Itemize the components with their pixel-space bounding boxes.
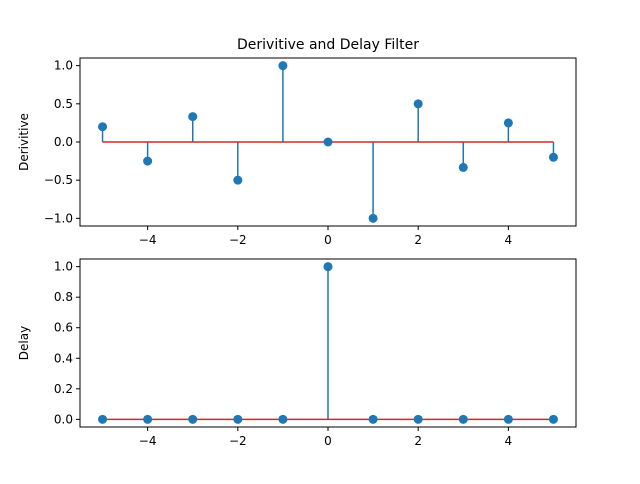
- delay-y-tick-label-5: 1.0: [54, 260, 73, 274]
- delay-marker-7: [413, 414, 423, 424]
- delay-marker-5: [323, 262, 333, 272]
- delay-marker-4: [278, 414, 288, 424]
- delay-y-tick-label-2: 0.4: [54, 351, 73, 365]
- derivative-marker-2: [188, 112, 198, 122]
- derivative-y-tick-label-3: 0.5: [54, 97, 73, 111]
- derivative-marker-6: [368, 213, 378, 223]
- derivative-marker-3: [233, 175, 243, 185]
- delay-y-tick-label-0: 0.0: [54, 412, 73, 426]
- derivative-marker-5: [323, 137, 333, 147]
- delay-marker-3: [233, 414, 243, 424]
- derivative-x-tick-label-3: 2: [414, 233, 422, 247]
- derivative-x-tick-label-2: 0: [324, 233, 332, 247]
- delay-marker-1: [143, 414, 153, 424]
- derivative-marker-1: [143, 156, 153, 166]
- delay-marker-6: [368, 414, 378, 424]
- delay-subplot: −4 −2 0 2 4 0.0 0.2 0.4 0.6 0.8 1.0 Delay: [17, 258, 577, 448]
- derivative-x-tick-label-0: −4: [139, 233, 157, 247]
- derivative-marker-4: [278, 61, 288, 71]
- derivative-marker-10: [548, 152, 558, 162]
- chart-title: Derivitive and Delay Filter: [237, 37, 419, 53]
- derivative-marker-0: [98, 122, 108, 132]
- delay-y-tick-label-3: 0.6: [54, 321, 73, 335]
- delay-marker-2: [188, 414, 198, 424]
- delay-x-tick-label-0: −4: [139, 434, 157, 448]
- derivative-x-tick-label-4: 4: [505, 233, 513, 247]
- derivative-y-axis-label: Derivitive: [17, 113, 31, 171]
- derivative-y-tick-label-2: 0.0: [54, 135, 73, 149]
- delay-marker-9: [503, 414, 513, 424]
- delay-x-tick-label-3: 2: [414, 434, 422, 448]
- derivative-y-tick-label-4: 1.0: [54, 59, 73, 73]
- delay-y-axis-label: Delay: [17, 326, 31, 360]
- derivative-marker-8: [458, 162, 468, 172]
- delay-y-tick-label-1: 0.2: [54, 382, 73, 396]
- derivative-marker-7: [413, 99, 423, 109]
- delay-marker-0: [98, 414, 108, 424]
- delay-marker-8: [458, 414, 468, 424]
- derivative-y-tick-label-0: −1.0: [44, 211, 73, 225]
- delay-marker-10: [548, 414, 558, 424]
- delay-x-tick-label-4: 4: [505, 434, 513, 448]
- delay-x-tick-label-1: −2: [229, 434, 247, 448]
- delay-x-tick-label-2: 0: [324, 434, 332, 448]
- derivative-y-tick-label-1: −0.5: [44, 173, 73, 187]
- derivative-x-tick-label-1: −2: [229, 233, 247, 247]
- derivative-marker-9: [503, 118, 513, 128]
- delay-y-tick-label-4: 0.8: [54, 290, 73, 304]
- derivative-subplot: −4 −2 0 2 4 −1.0 −0.5 0.0 0.5 1.0 Derivitive: [17, 57, 577, 247]
